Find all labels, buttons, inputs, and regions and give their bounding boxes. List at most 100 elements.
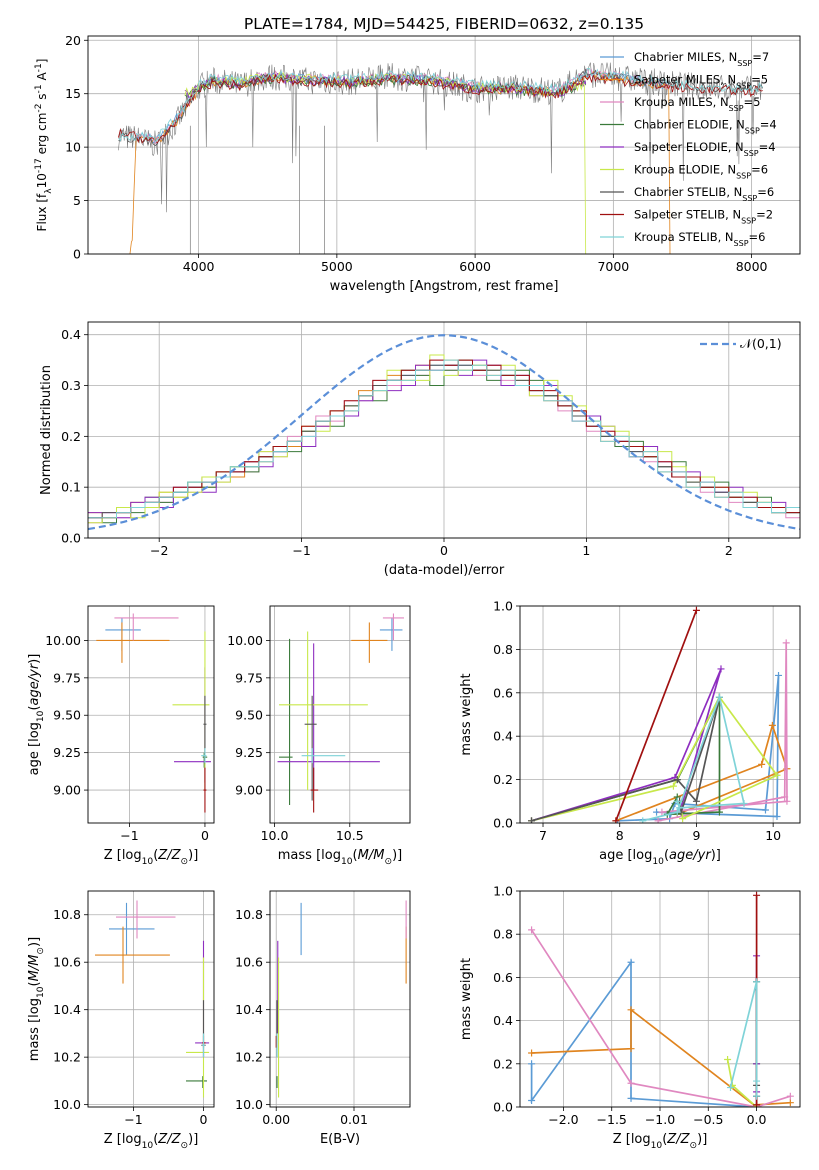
weight-marker: [715, 693, 723, 701]
tick-label-y: 10.0: [235, 1097, 263, 1112]
weight-marker: [753, 1101, 761, 1107]
weight-marker: [676, 804, 684, 812]
tick-label-y: 10.00: [227, 633, 263, 648]
tick-label-y: 0.4: [493, 729, 513, 744]
errorbar-point-2: [114, 613, 179, 641]
weight-marker: [753, 978, 761, 986]
tick-label-x: 0: [201, 828, 209, 843]
tick-label-y: 20: [65, 33, 81, 48]
plot-area-weight_vs_age: [528, 606, 791, 823]
tick-label-y: 0.3: [61, 378, 81, 393]
figure-title: PLATE=1784, MJD=54425, FIBERID=0632, z=0…: [244, 15, 644, 33]
weight-line-5: [531, 695, 779, 822]
errorbar-point-4: [195, 940, 210, 1058]
axes-frame: [87, 890, 215, 1108]
errorbar-point-0: [109, 902, 155, 956]
tick-label-x: 0: [440, 543, 448, 558]
panel-weight_vs_age: 7 8 9 10 0.0 0.2 0.4 0.6 0.8 1.0 age [log10(age/yr…: [459, 599, 801, 867]
weight-line-8: [642, 694, 746, 822]
weight-marker: [528, 1097, 536, 1105]
weight-marker: [753, 891, 761, 899]
tick-label-y: 0.4: [61, 327, 81, 342]
tick-label-x: 0.0: [747, 1112, 767, 1127]
tick-label-y: 0.2: [493, 1056, 513, 1071]
errorbar-point-8: [201, 748, 207, 764]
tick-label-x: 7000: [597, 259, 629, 274]
legend-label-8: Kroupa STELIB, NSSP=6: [634, 230, 765, 248]
tick-label-y: 10: [65, 140, 81, 155]
y-axis-label: mass weight: [459, 673, 474, 755]
errorbar-point-1: [351, 622, 388, 663]
plot-area-age_vs_mass: [277, 613, 404, 813]
plot-area-mass_vs_ebv: [275, 900, 407, 1098]
axes-frame: [87, 605, 215, 824]
weight-marker: [673, 808, 681, 816]
axes-frame: [87, 35, 801, 255]
normal-curve: [88, 334, 800, 531]
errorbar-point-2: [382, 613, 404, 641]
tick-label-y: 10.6: [53, 955, 81, 970]
weight-line-6: [531, 696, 721, 822]
tick-label-y: 1.0: [493, 884, 513, 899]
errorbar-point-0: [379, 617, 403, 651]
weight-line-4: [531, 668, 722, 822]
errorbar-point-0: [105, 617, 141, 651]
weight-marker: [717, 665, 725, 673]
weight-marker: [627, 1045, 635, 1053]
weight-marker: [758, 760, 766, 768]
errorbar-point-8: [301, 748, 346, 764]
weight-marker: [679, 815, 687, 823]
weight-marker: [627, 1094, 635, 1102]
weight-marker: [773, 771, 781, 779]
tick-label-y: 0.8: [493, 927, 513, 942]
tick-label-y: 10.8: [235, 907, 263, 922]
model-spectrum-line-5: [184, 71, 587, 254]
y-axis-label: Normed distribution: [39, 365, 54, 495]
weight-line-7: [615, 609, 698, 822]
tick-label-y: 0.6: [493, 685, 513, 700]
weight-marker: [612, 817, 620, 823]
x-axis-label: wavelength [Angstrom, rest frame]: [330, 279, 559, 294]
panel-age_vs_mass: 10.0 10.5 9.00 9.25 9.50 9.75 10.00 mass [log10…: [227, 605, 411, 867]
weight-marker: [724, 1055, 732, 1063]
weight-marker: [658, 808, 666, 816]
x-axis-label: Z [log10(Z/Z⊙)]: [613, 1132, 708, 1151]
plot-area-residuals: [88, 334, 800, 531]
weight-marker: [528, 817, 536, 823]
tick-label-y: 0.2: [493, 772, 513, 787]
weight-marker: [726, 1084, 734, 1092]
tick-label-y: 9.50: [53, 708, 81, 723]
errorbar-point-4: [277, 643, 380, 791]
weight-line-3: [531, 696, 721, 822]
panel-spectrum: 4000 5000 6000 7000 8000 0 5 10 15 20 wavelength […: [34, 33, 801, 294]
tick-label-x: −1.0: [645, 1112, 675, 1127]
legend-label-normal: 𝒩(0,1): [740, 336, 782, 351]
plot-area-age_vs_Z: [96, 613, 211, 813]
legend-label-5: Kroupa ELODIE, NSSP=6: [634, 163, 768, 181]
tick-label-y: 10.00: [45, 633, 81, 648]
weight-marker: [669, 782, 677, 790]
tick-label-x: 10.5: [336, 828, 364, 843]
weight-marker: [761, 806, 769, 814]
x-axis-label: Z [log10(Z/Z⊙)]: [104, 1132, 199, 1151]
weight-marker: [786, 1099, 794, 1107]
tick-label-y: 9.00: [53, 783, 81, 798]
tick-label-x: 6000: [459, 259, 491, 274]
tick-label-y: 0.1: [61, 480, 81, 495]
weight-marker: [753, 1092, 761, 1100]
tick-label-y: 9.25: [53, 745, 81, 760]
errorbar-point-8: [202, 1033, 205, 1058]
weight-marker: [692, 797, 700, 805]
weight-marker: [528, 926, 536, 934]
weight-marker: [773, 812, 781, 820]
tick-label-x: −2: [150, 543, 168, 558]
tick-label-x: 10.0: [261, 828, 289, 843]
tick-label-y: 10.2: [53, 1050, 81, 1065]
weight-marker: [639, 817, 647, 823]
tick-label-x: 8000: [736, 259, 768, 274]
errorbar-point-7: [203, 767, 207, 813]
tick-label-y: 9.25: [235, 745, 263, 760]
tick-label-y: 9.75: [235, 670, 263, 685]
tick-label-y: 10.4: [235, 1002, 263, 1017]
